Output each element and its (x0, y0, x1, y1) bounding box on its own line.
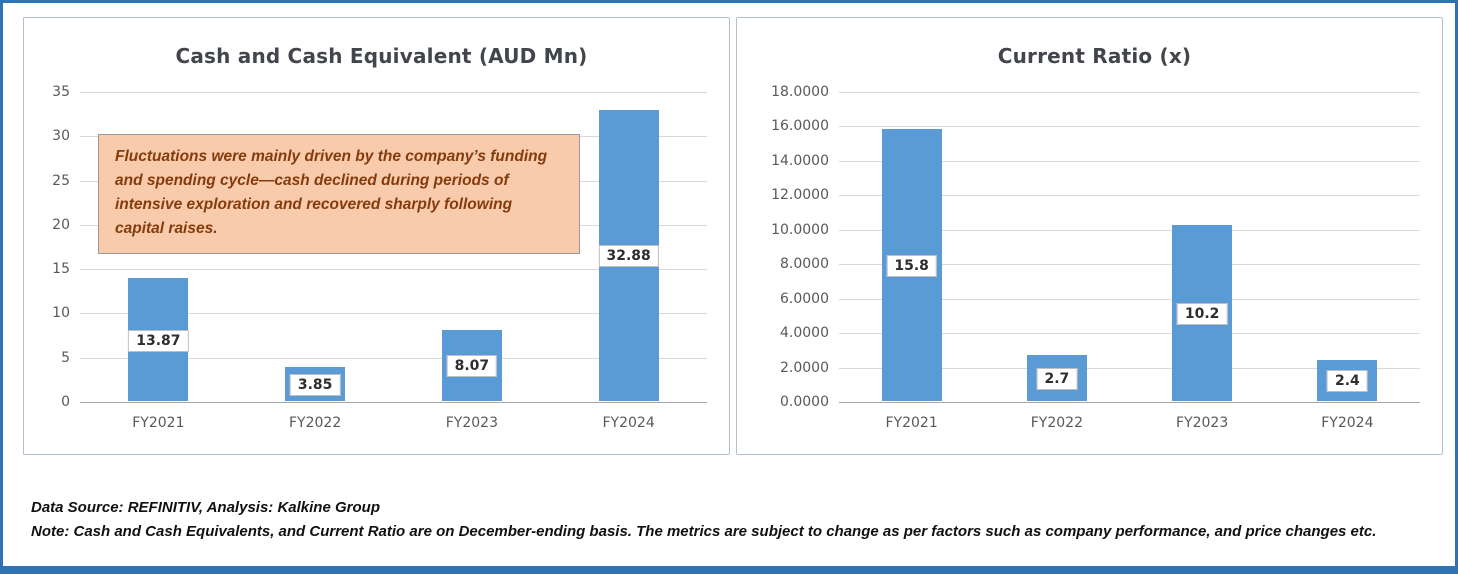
y-tick-label: 6.0000 (780, 290, 829, 307)
gridline (839, 92, 1420, 93)
y-tick-label: 30 (52, 128, 70, 145)
charts-row: Cash and Cash Equivalent (AUD Mn) 0 5 10 15… (3, 3, 1455, 455)
data-label-fy2023: 10.2 (1176, 303, 1228, 326)
gridline (839, 264, 1420, 266)
x-axis-line (80, 402, 707, 403)
y-tick-label: 12.0000 (771, 187, 829, 204)
gridline (80, 92, 707, 93)
y-tick-label: 15 (52, 261, 70, 278)
y-axis-labels: 0.0000 2.0000 4.0000 6.0000 8.0000 10.0000 12.… (747, 84, 839, 410)
data-label-fy2022: 2.7 (1036, 367, 1078, 390)
current-ratio-chart-body: 0.0000 2.0000 4.0000 6.0000 8.0000 10.0000 12.… (747, 84, 1442, 440)
x-axis-labels: FY2021 FY2022 FY2023 FY2024 (839, 402, 1420, 440)
plot-area: 15.8 2.7 10.2 2.4 (839, 92, 1420, 403)
data-label-fy2024: 32.88 (598, 245, 659, 268)
cash-chart-body: 0 5 10 15 20 25 30 35 Fluctuations were mainly … (34, 84, 729, 440)
gridline (839, 229, 1420, 231)
annotation-box: Fluctuations were mainly driven by the c… (98, 134, 580, 255)
gridline (839, 160, 1420, 162)
gridline (80, 269, 707, 271)
y-tick-label: 2.0000 (780, 359, 829, 376)
y-axis-labels: 0 5 10 15 20 25 30 35 (34, 84, 80, 410)
gridline (80, 357, 707, 359)
cash-chart-title: Cash and Cash Equivalent (AUD Mn) (175, 44, 588, 68)
gridline (839, 333, 1420, 335)
data-label-fy2022: 3.85 (289, 373, 341, 396)
data-label-fy2021: 15.8 (886, 254, 937, 277)
footer: Data Source: REFINITIV, Analysis: Kalkin… (31, 499, 1425, 540)
data-label-fy2024: 2.4 (1326, 370, 1368, 393)
y-tick-label: 8.0000 (780, 256, 829, 273)
y-tick-label: 18.0000 (771, 84, 829, 100)
x-tick-label: FY2021 (885, 415, 938, 431)
gridline (839, 195, 1420, 197)
x-axis-labels: FY2021 FY2022 FY2023 FY2024 (80, 402, 707, 440)
x-tick-label: FY2023 (1176, 415, 1229, 431)
note-line: Note: Cash and Cash Equivalents, and Cur… (31, 523, 1377, 540)
gridline (839, 298, 1420, 300)
gridline (839, 367, 1420, 369)
x-tick-label: FY2022 (289, 415, 342, 431)
y-tick-label: 0 (61, 394, 70, 410)
y-tick-label: 35 (52, 84, 70, 100)
y-tick-label: 25 (52, 172, 70, 189)
y-tick-label: 10.0000 (771, 221, 829, 238)
x-tick-label: FY2024 (602, 415, 655, 431)
data-label-fy2021: 13.87 (128, 329, 189, 352)
plot-column: 15.8 2.7 10.2 2.4 FY2021 FY2022 FY2023 FY2024 (839, 92, 1420, 440)
x-tick-label: FY2021 (132, 415, 185, 431)
x-tick-label: FY2024 (1321, 415, 1374, 431)
current-ratio-chart-title: Current Ratio (x) (997, 44, 1192, 68)
data-label-fy2023: 8.07 (446, 355, 498, 378)
x-axis-line (839, 402, 1420, 403)
plot-column: Fluctuations were mainly driven by the c… (80, 92, 707, 440)
y-tick-label: 20 (52, 216, 70, 233)
current-ratio-chart-card: Current Ratio (x) 0.0000 2.0000 4.0000 6.00… (736, 17, 1443, 455)
cash-chart-card: Cash and Cash Equivalent (AUD Mn) 0 5 10 15… (23, 17, 730, 455)
y-tick-label: 5 (61, 349, 70, 366)
y-tick-label: 14.0000 (771, 152, 829, 169)
gridline (839, 126, 1420, 128)
x-tick-label: FY2023 (445, 415, 498, 431)
y-tick-label: 4.0000 (780, 325, 829, 342)
plot-area: Fluctuations were mainly driven by the c… (80, 92, 707, 403)
x-tick-label: FY2022 (1030, 415, 1083, 431)
gridline (80, 313, 707, 315)
y-tick-label: 16.0000 (771, 118, 829, 135)
y-tick-label: 10 (52, 305, 70, 322)
data-source-line: Data Source: REFINITIV, Analysis: Kalkin… (31, 499, 380, 516)
y-tick-label: 0.0000 (780, 394, 829, 410)
